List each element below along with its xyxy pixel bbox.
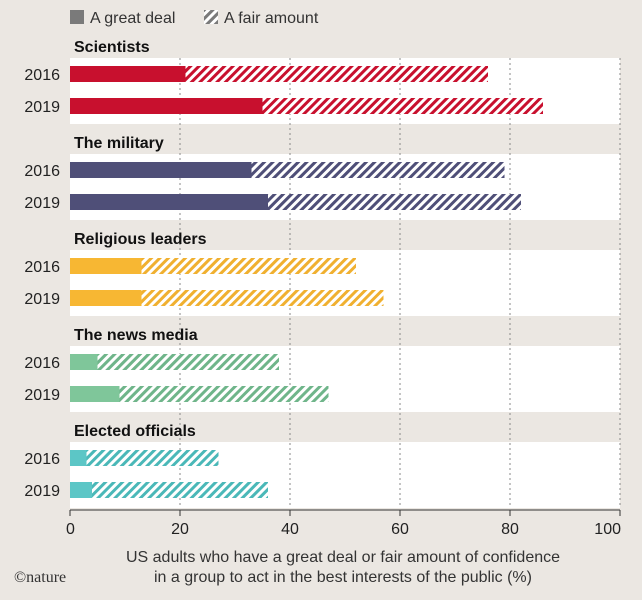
group-title-scientists: Scientists [74, 39, 150, 56]
bar-the-military-2019-great-deal [70, 194, 268, 210]
year-label-religious-leaders-2016: 2016 [24, 259, 60, 276]
x-tick-labels: 0 20 40 60 80 100 [66, 510, 621, 538]
x-tick-label-20: 20 [171, 521, 189, 538]
chart-panels [70, 58, 620, 508]
x-tick-label-100: 100 [594, 521, 621, 538]
year-label-elected-officials-2019: 2019 [24, 483, 60, 500]
bar-scientists-2019-fair-amount [262, 98, 543, 114]
group-title-elected-officials: Elected officials [74, 423, 196, 440]
x-tick-label-0: 0 [66, 521, 75, 538]
bar-the-news-media-2016-great-deal [70, 354, 98, 370]
legend-swatch-fair-amount [204, 10, 218, 24]
bar-religious-leaders-2016-fair-amount [141, 258, 356, 274]
legend-label-fair-amount: A fair amount [224, 10, 319, 27]
year-label-the-news-media-2019: 2019 [24, 387, 60, 404]
bar-scientists-2016-fair-amount [185, 66, 488, 82]
year-label-scientists-2019: 2019 [24, 99, 60, 116]
x-tick-label-80: 80 [501, 521, 519, 538]
x-axis-label-line-2: in a group to act in the best interests … [154, 569, 532, 586]
bar-religious-leaders-2016-great-deal [70, 258, 142, 274]
legend-swatch-great-deal [70, 10, 84, 24]
bar-the-military-2016-fair-amount [251, 162, 505, 178]
x-axis-label-line-1: US adults who have a great deal or fair … [126, 549, 560, 566]
x-tick-label-60: 60 [391, 521, 409, 538]
labels: Scientists 2016 2019 The military 2016 2019 Re… [24, 39, 206, 500]
year-label-elected-officials-2016: 2016 [24, 451, 60, 468]
year-label-the-military-2016: 2016 [24, 163, 60, 180]
bar-elected-officials-2016-fair-amount [86, 450, 219, 466]
nature-logo: ©nature [14, 569, 66, 586]
bar-scientists-2019-great-deal [70, 98, 263, 114]
bar-elected-officials-2016-great-deal [70, 450, 87, 466]
legend-label-great-deal: A great deal [90, 10, 175, 27]
group-title-the-military: The military [74, 135, 164, 152]
bars [70, 66, 543, 498]
year-label-scientists-2016: 2016 [24, 67, 60, 84]
group-title-religious-leaders: Religious leaders [74, 231, 207, 248]
year-label-religious-leaders-2019: 2019 [24, 291, 60, 308]
bar-scientists-2016-great-deal [70, 66, 186, 82]
year-label-the-military-2019: 2019 [24, 195, 60, 212]
grid-lines [179, 58, 621, 508]
bar-elected-officials-2019-great-deal [70, 482, 92, 498]
bar-religious-leaders-2019-fair-amount [141, 290, 384, 306]
group-title-the-news-media: The news media [74, 327, 198, 344]
bar-the-military-2019-fair-amount [268, 194, 521, 210]
bar-the-news-media-2019-great-deal [70, 386, 120, 402]
bar-the-news-media-2019-fair-amount [119, 386, 329, 402]
bar-the-news-media-2016-fair-amount [97, 354, 279, 370]
x-tick-label-40: 40 [281, 521, 299, 538]
year-label-the-news-media-2016: 2016 [24, 355, 60, 372]
legend: A great deal A fair amount [70, 10, 319, 27]
bar-the-military-2016-great-deal [70, 162, 252, 178]
bar-elected-officials-2019-fair-amount [92, 482, 268, 498]
bar-religious-leaders-2019-great-deal [70, 290, 142, 306]
